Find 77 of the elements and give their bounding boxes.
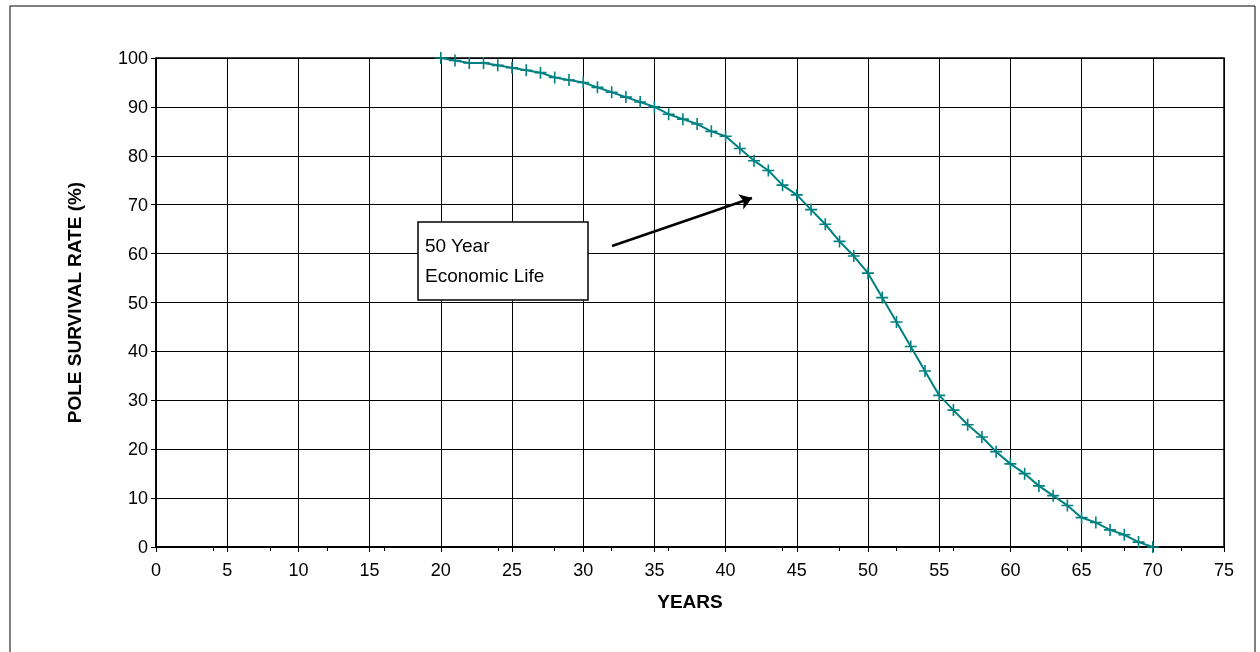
point xyxy=(832,234,847,249)
x-tick-label: 0 xyxy=(150,560,162,580)
point xyxy=(519,63,534,78)
x-tick-label: 15 xyxy=(359,560,380,580)
point xyxy=(775,178,790,192)
y-tick-label: 10 xyxy=(127,488,148,509)
y-tick-label: 20 xyxy=(127,439,148,460)
x-tick-label: 25 xyxy=(501,560,523,580)
point xyxy=(434,51,448,65)
x-tick-label: 40 xyxy=(715,560,736,580)
x-tick-label: 10 xyxy=(288,560,309,580)
x-tick-label: 35 xyxy=(644,560,665,580)
point xyxy=(804,202,818,217)
annotation: 50 Year Economic Life xyxy=(425,234,545,286)
point xyxy=(661,107,676,122)
x-tick-label: 75 xyxy=(1213,560,1235,580)
y-tick-label: 0 xyxy=(137,537,148,557)
point xyxy=(490,58,505,73)
point xyxy=(875,290,890,305)
point xyxy=(547,70,562,85)
y-tick-label: 50 xyxy=(127,292,148,313)
point xyxy=(903,339,918,354)
point xyxy=(1003,457,1018,471)
point xyxy=(861,266,875,280)
point xyxy=(761,163,776,178)
point xyxy=(690,117,704,131)
x-tick-label: 50 xyxy=(857,560,879,580)
point xyxy=(1032,479,1046,493)
point xyxy=(448,53,462,68)
y-axis-title: POLE SURVIVAL RATE (%) xyxy=(64,181,85,424)
point xyxy=(960,417,975,432)
point xyxy=(1017,466,1032,481)
y-tick-label: 70 xyxy=(127,194,148,215)
point xyxy=(633,95,647,109)
point xyxy=(1074,510,1089,525)
point xyxy=(1103,523,1117,537)
point xyxy=(576,75,590,90)
x-tick-label: 70 xyxy=(1142,560,1163,580)
point xyxy=(975,430,989,444)
point xyxy=(619,90,633,104)
point xyxy=(604,85,619,100)
point xyxy=(1146,540,1160,554)
point xyxy=(733,141,747,156)
x-tick-label: 30 xyxy=(573,560,594,580)
x-tick-label: 55 xyxy=(929,560,950,580)
point xyxy=(918,364,932,378)
y-tick-label: 80 xyxy=(127,145,148,166)
x-axis-title: YEARS xyxy=(657,591,723,612)
x-tick-label: 45 xyxy=(786,560,807,580)
y-tick-label: 90 xyxy=(127,96,148,117)
point xyxy=(647,100,662,114)
point xyxy=(818,217,833,232)
x-tick-label: 60 xyxy=(1000,560,1021,580)
point xyxy=(533,65,548,80)
point xyxy=(718,129,733,144)
y-tick-label: 40 xyxy=(127,341,148,362)
x-tick-label: 20 xyxy=(430,560,451,580)
point xyxy=(747,153,761,168)
y-tick-label: 30 xyxy=(127,390,148,411)
point xyxy=(846,249,861,263)
point xyxy=(1060,498,1075,513)
point xyxy=(1117,527,1132,542)
point xyxy=(676,112,690,126)
point xyxy=(704,124,719,139)
x-tick-label: 5 xyxy=(222,560,233,580)
point xyxy=(590,80,605,95)
y-tick-label: 100 xyxy=(117,48,148,68)
point xyxy=(790,188,804,202)
point xyxy=(1089,515,1103,530)
point xyxy=(1131,535,1146,549)
point xyxy=(946,403,961,417)
y-tick-label: 60 xyxy=(127,243,148,264)
point xyxy=(932,388,946,403)
x-tick-label: 65 xyxy=(1071,560,1092,580)
point xyxy=(1046,488,1060,503)
point xyxy=(889,315,904,329)
point xyxy=(989,444,1003,459)
